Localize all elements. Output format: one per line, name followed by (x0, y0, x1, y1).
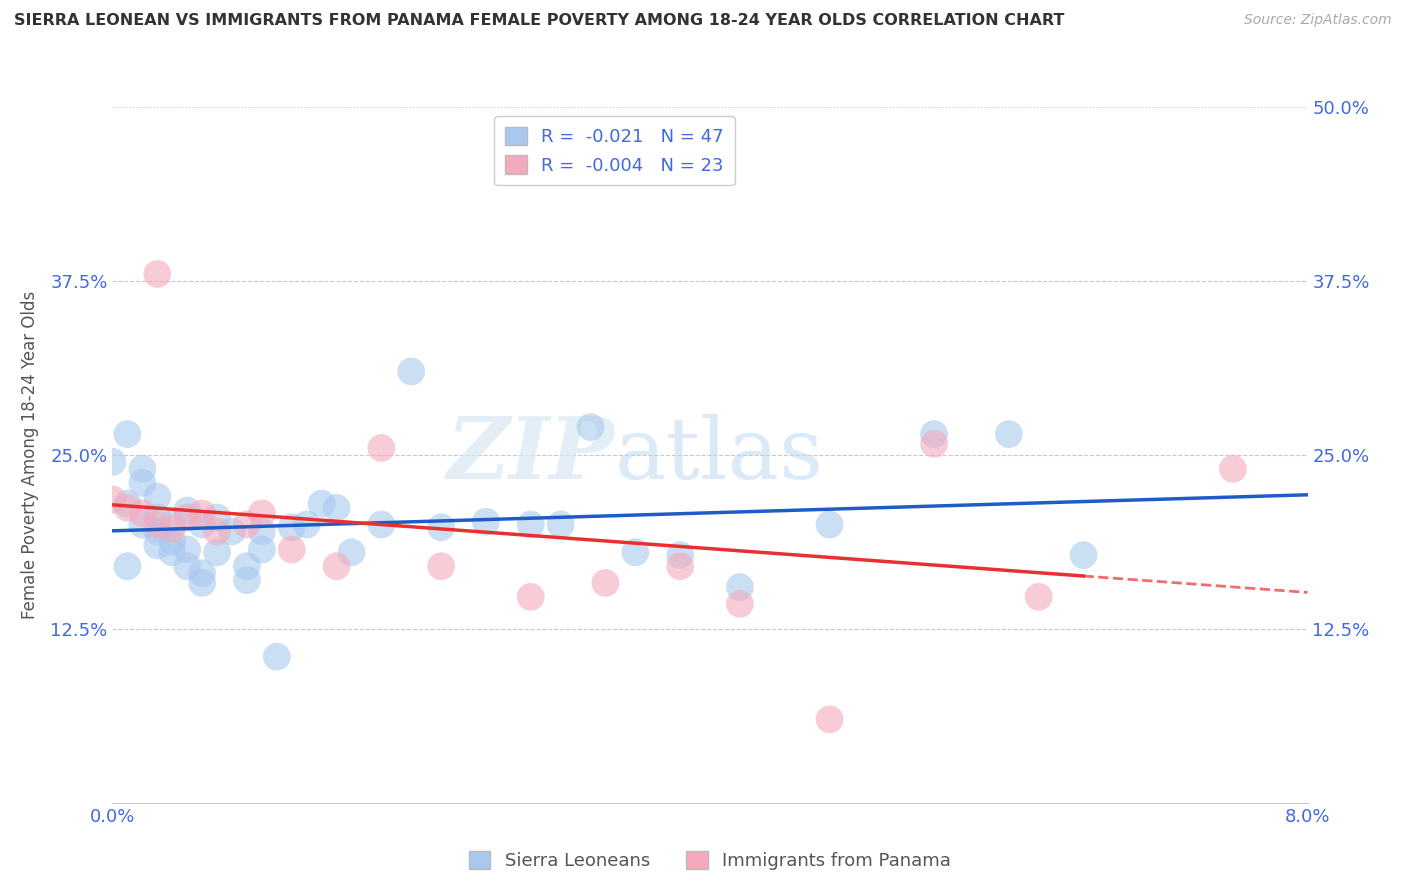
Point (295, 517, 318, 532)
Point (131, 462, 153, 476)
Point (205, 510, 228, 524)
Point (579, 420, 602, 434)
Point (818, 517, 841, 532)
Point (624, 545, 647, 559)
Point (191, 517, 214, 532)
Point (117, 500, 139, 515)
Point (550, 517, 572, 532)
Point (146, 538, 169, 552)
Point (236, 573, 259, 587)
Point (236, 517, 259, 532)
Point (162, 545, 183, 559)
Point (191, 576, 214, 591)
Text: SIERRA LEONEAN VS IMMIGRANTS FROM PANAMA FEMALE POVERTY AMONG 18-24 YEAR OLDS CO: SIERRA LEONEAN VS IMMIGRANTS FROM PANAMA… (14, 13, 1064, 29)
Point (146, 510, 169, 524)
Point (101, 492, 124, 507)
Point (1073, 548, 1095, 562)
Point (101, 455, 124, 469)
Point (669, 559, 692, 574)
Point (131, 517, 153, 532)
Point (520, 517, 543, 532)
Point (370, 441, 392, 455)
Point (266, 649, 288, 664)
Point (430, 520, 453, 534)
Point (146, 517, 169, 532)
Point (131, 475, 153, 490)
Point (669, 548, 692, 562)
Point (162, 534, 183, 549)
Point (162, 517, 183, 532)
Text: atlas: atlas (614, 413, 824, 497)
Point (176, 503, 198, 517)
Point (117, 497, 139, 511)
Legend: Sierra Leoneans, Immigrants from Panama: Sierra Leoneans, Immigrants from Panama (461, 844, 959, 877)
Point (191, 507, 214, 521)
Y-axis label: Female Poverty Among 18-24 Year Olds: Female Poverty Among 18-24 Year Olds (21, 291, 39, 619)
Point (250, 524, 273, 539)
Point (1028, 590, 1050, 604)
Point (250, 542, 273, 557)
Point (311, 497, 333, 511)
Point (728, 597, 751, 611)
Point (520, 590, 543, 604)
Point (250, 507, 273, 521)
Point (281, 520, 304, 534)
Point (325, 559, 347, 574)
Point (728, 580, 751, 594)
Point (922, 427, 945, 442)
Point (475, 515, 498, 529)
Point (1222, 462, 1244, 476)
Point (370, 517, 392, 532)
Point (205, 524, 228, 539)
Point (176, 510, 198, 524)
Point (401, 364, 423, 378)
Point (117, 559, 139, 574)
Point (595, 576, 617, 591)
Point (176, 542, 198, 557)
Point (236, 559, 259, 574)
Point (162, 522, 183, 536)
Point (997, 427, 1019, 442)
Point (117, 427, 139, 442)
Point (146, 490, 169, 504)
Point (818, 712, 841, 726)
Point (281, 542, 304, 557)
Point (340, 545, 363, 559)
Point (146, 267, 169, 281)
Point (325, 500, 347, 515)
Point (191, 566, 214, 581)
Point (221, 524, 243, 539)
Point (205, 545, 228, 559)
Point (922, 437, 945, 451)
Point (430, 559, 453, 574)
Point (131, 507, 153, 521)
Point (146, 524, 169, 539)
Text: ZIP: ZIP (447, 413, 614, 497)
Text: Source: ZipAtlas.com: Source: ZipAtlas.com (1244, 13, 1392, 28)
Point (176, 559, 198, 574)
